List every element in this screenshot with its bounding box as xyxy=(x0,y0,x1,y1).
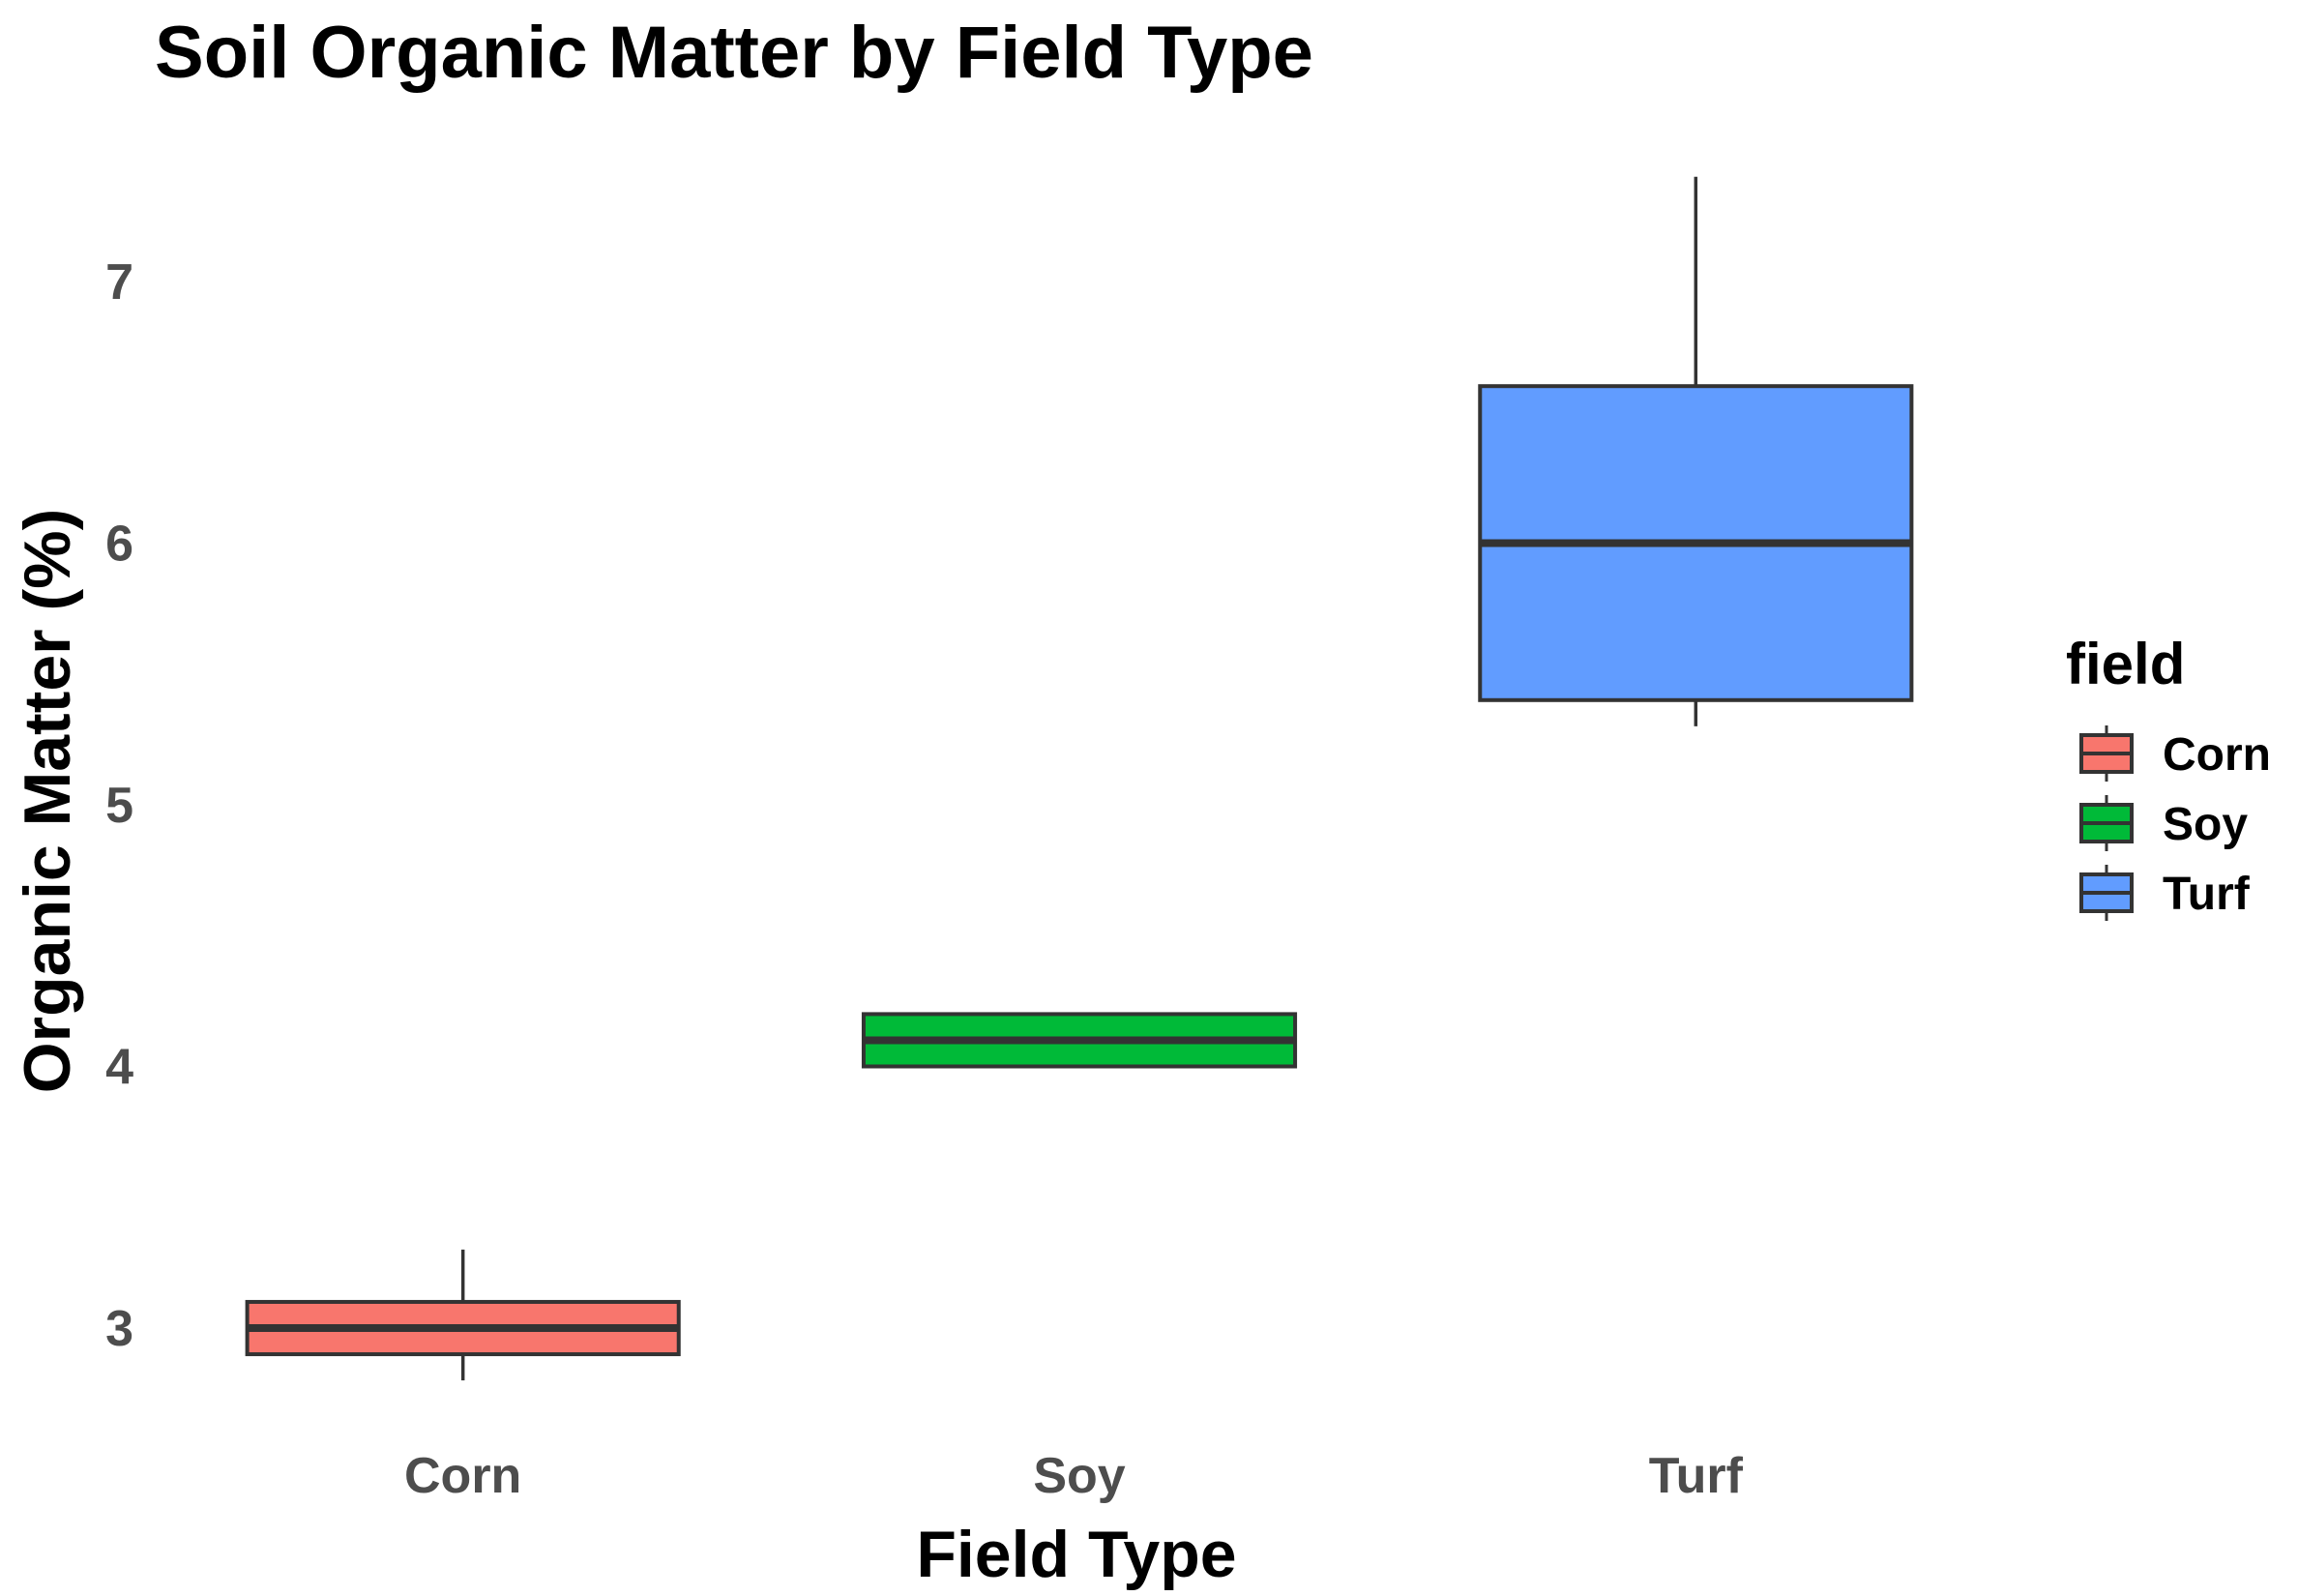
legend-item-soy: Soy xyxy=(2079,795,2248,851)
y-tick-label: 7 xyxy=(105,254,133,310)
legend-item-turf: Turf xyxy=(2079,865,2251,921)
legend: field Corn Soy Turf xyxy=(2066,632,2271,921)
x-axis-title: Field Type xyxy=(916,1518,1236,1591)
legend-title: field xyxy=(2066,632,2185,696)
y-axis-title: Organic Matter (%) xyxy=(11,509,84,1094)
box-turf xyxy=(1478,176,1914,726)
box-group xyxy=(245,176,1914,1381)
y-tick-label: 5 xyxy=(105,778,133,834)
legend-items: Corn Soy Turf xyxy=(2079,725,2271,921)
y-tick-label: 3 xyxy=(105,1301,133,1357)
legend-label: Soy xyxy=(2163,799,2248,850)
x-tick-label: Corn xyxy=(404,1448,521,1504)
x-tick-label: Turf xyxy=(1649,1448,1744,1504)
y-tick-label: 6 xyxy=(105,517,133,573)
legend-label: Turf xyxy=(2163,869,2251,920)
y-axis: 3 4 5 6 7 xyxy=(105,254,133,1357)
box-soy xyxy=(861,1012,1298,1069)
chart-title: Soil Organic Matter by Field Type xyxy=(155,12,1313,94)
legend-label: Corn xyxy=(2163,729,2271,781)
x-tick-label: Soy xyxy=(1033,1448,1125,1504)
legend-item-corn: Corn xyxy=(2079,725,2271,782)
x-axis: Corn Soy Turf xyxy=(404,1448,1744,1504)
y-tick-label: 4 xyxy=(105,1040,133,1096)
box-corn xyxy=(245,1249,681,1381)
